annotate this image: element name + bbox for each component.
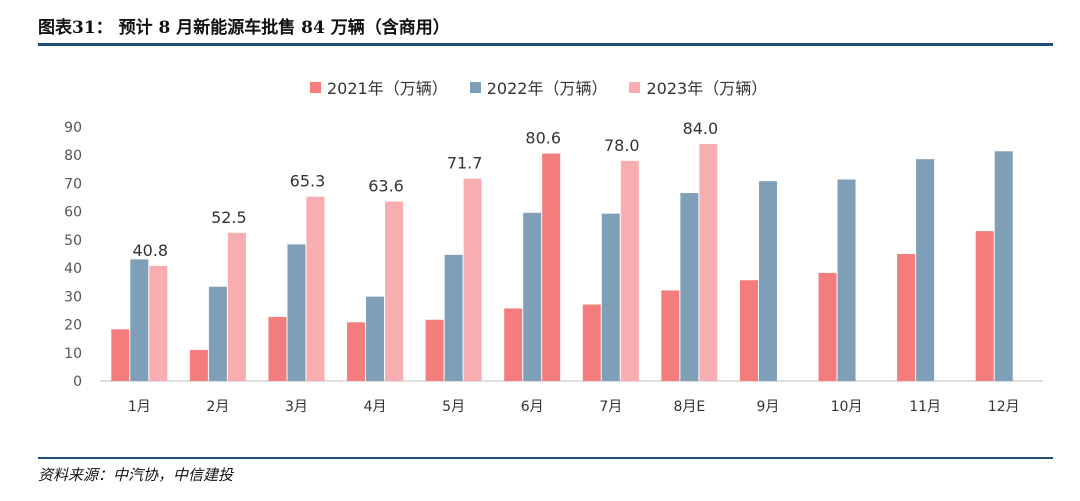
y-tick-label: 60 (64, 205, 82, 221)
y-tick-label: 90 (64, 120, 82, 136)
x-tick-label: 8月E (673, 399, 705, 415)
x-tick-label: 2月 (206, 399, 229, 415)
legend-label-2022: 2022年（万辆） (486, 79, 608, 98)
bar-2023 (699, 143, 718, 381)
chart-legend: 2021年（万辆） 2022年（万辆） 2023年（万辆） (310, 75, 767, 99)
bar-2022 (208, 286, 227, 381)
figure-title: 图表31： 预计 8 月新能源车批售 84 万辆（含商用） (38, 18, 450, 38)
y-tick-label: 10 (64, 346, 82, 362)
legend-swatch-2023 (629, 81, 641, 93)
data-label: 78.0 (604, 136, 640, 155)
x-tick-label: 10月 (831, 399, 863, 415)
y-tick-label: 0 (73, 374, 82, 390)
data-label: 71.7 (447, 154, 483, 173)
data-label: 63.6 (368, 177, 404, 196)
bottom-rule (38, 457, 1053, 459)
legend-swatch-2021 (310, 81, 321, 93)
x-tick-label: 5月 (442, 399, 465, 415)
bar-2021 (425, 319, 444, 381)
source-note: 资料来源：中汽协，中信建投 (38, 466, 234, 484)
bar-2021 (897, 254, 916, 381)
bar-2021 (975, 231, 994, 381)
y-tick-label: 40 (64, 261, 82, 277)
bar-2022 (758, 181, 777, 381)
bar-2021 (582, 304, 601, 381)
x-tick-label: 1月 (128, 399, 151, 415)
bar-2022 (523, 212, 542, 381)
bar-2023 (542, 153, 561, 381)
legend-label-2023: 2023年（万辆） (646, 79, 768, 98)
y-tick-label: 20 (64, 318, 82, 334)
x-tick-label: 11月 (909, 399, 941, 415)
bar-2022 (444, 254, 463, 381)
bar-2022 (916, 159, 935, 381)
x-tick-label: 9月 (756, 399, 779, 415)
bar-2021 (268, 316, 287, 381)
data-label: 80.6 (525, 129, 561, 148)
bar-2022 (680, 193, 699, 381)
top-rule (38, 43, 1053, 46)
legend-item-2022: 2022年（万辆） (469, 75, 608, 99)
x-tick-label: 6月 (521, 399, 544, 415)
bar-2021 (504, 308, 523, 381)
bar-2022 (366, 296, 385, 381)
bar-2022 (837, 179, 856, 381)
bar-2023 (149, 265, 168, 381)
y-tick-label: 50 (64, 233, 82, 249)
bar-2021 (347, 322, 366, 381)
data-label: 52.5 (211, 208, 247, 227)
data-label: 40.8 (132, 241, 168, 260)
bar-2021 (739, 280, 758, 381)
bar-2023 (620, 160, 639, 381)
x-tick-label: 3月 (285, 399, 308, 415)
bar-2022 (994, 151, 1013, 381)
x-tick-label: 12月 (988, 399, 1020, 415)
bar-2022 (601, 213, 620, 381)
bar-2021 (818, 272, 837, 381)
y-tick-label: 80 (64, 148, 82, 164)
bar-2021 (111, 329, 130, 381)
y-tick-label: 70 (64, 176, 82, 192)
x-tick-label: 4月 (364, 399, 387, 415)
data-label: 65.3 (290, 172, 326, 191)
bar-2021 (661, 290, 680, 381)
bar-2023 (306, 196, 325, 381)
bar-2023 (463, 178, 482, 381)
legend-label-2021: 2021年（万辆） (327, 79, 448, 98)
legend-item-2021: 2021年（万辆） (310, 75, 448, 99)
x-tick-label: 7月 (599, 399, 622, 415)
y-tick-label: 30 (64, 289, 82, 305)
bar-2021 (189, 349, 208, 381)
bar-2023 (227, 232, 246, 381)
bar-2023 (385, 201, 404, 381)
legend-item-2023: 2023年（万辆） (629, 75, 767, 99)
bar-2022 (130, 259, 149, 381)
data-label: 84.0 (683, 119, 719, 138)
bar-2022 (287, 244, 306, 381)
legend-swatch-2022 (469, 81, 481, 93)
